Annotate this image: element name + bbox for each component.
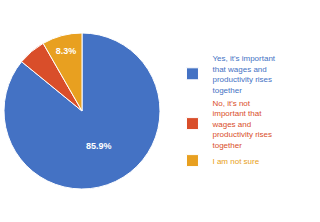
svg-text:No, it's notimportant thatwage: No, it's notimportant thatwages andprodu… (211, 99, 272, 150)
svg-text:8.3%: 8.3% (56, 46, 77, 56)
svg-text:Yes, it's importantthat wages: Yes, it's importantthat wages andproduct… (212, 54, 275, 94)
svg-text:I am not sure: I am not sure (212, 157, 259, 166)
svg-text:85.9%: 85.9% (86, 141, 112, 151)
